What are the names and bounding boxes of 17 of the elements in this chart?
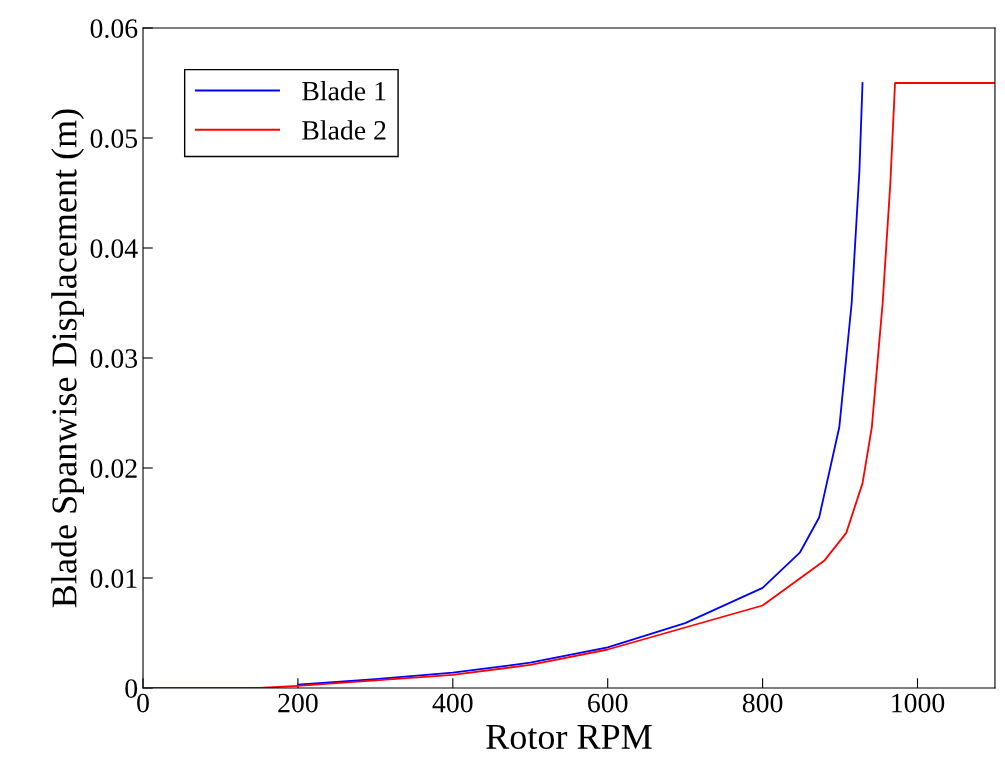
x-tick-label: 600: [588, 693, 628, 713]
x-tick-label: 1000: [892, 693, 945, 713]
y-tick-label: 0.05: [90, 129, 138, 149]
y-tick-label: 0.04: [90, 239, 138, 259]
y-tick-label: 0.01: [90, 569, 137, 589]
y-tick-label: 0.02: [90, 459, 137, 479]
legend-label: Blade 2: [302, 120, 386, 140]
x-tick-label: 800: [742, 693, 783, 713]
y-tick-label: 0.03: [90, 349, 138, 369]
x-tick-label: 400: [432, 693, 473, 713]
y-axis-title: Blade Spanwise Displacement (m): [51, 109, 84, 608]
legend-label: Blade 1: [302, 80, 386, 101]
y-tick-label: 0.06: [90, 19, 138, 39]
line-series: [297, 82, 864, 686]
x-axis-title: Rotor RPM: [486, 725, 652, 750]
x-tick-label: 200: [278, 693, 318, 713]
y-tick-label: 0: [125, 679, 138, 698]
